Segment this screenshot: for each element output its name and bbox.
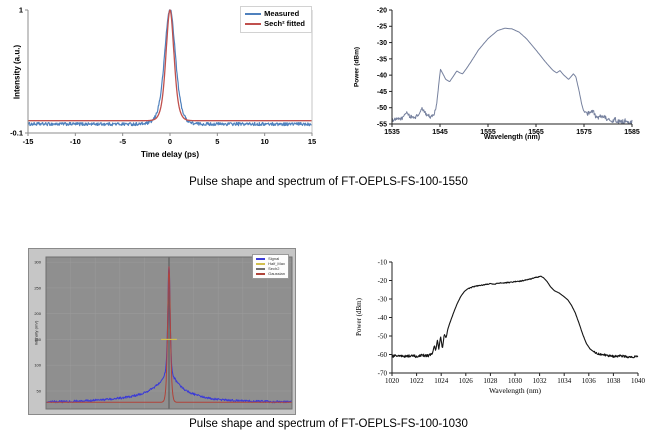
halfmax-line-swatch xyxy=(256,263,266,265)
pulse-1030-plot: 300 250 200 150 100 50 xyxy=(29,249,295,414)
caption-1550: Pulse shape and spectrum of FT-OEPLS-FS-… xyxy=(189,176,468,188)
legend-item-sech-fitted: Sech² fitted xyxy=(245,19,305,29)
svg-text:1032: 1032 xyxy=(533,377,548,385)
svg-text:-30: -30 xyxy=(378,295,388,303)
svg-text:-15: -15 xyxy=(23,137,34,146)
svg-text:1036: 1036 xyxy=(582,377,597,385)
legend-label: Signal xyxy=(268,256,280,261)
svg-text:1040: 1040 xyxy=(631,377,646,385)
svg-text:300: 300 xyxy=(34,260,41,265)
svg-text:1022: 1022 xyxy=(410,377,425,385)
signal-line-swatch xyxy=(256,258,266,260)
gaussian-line-swatch xyxy=(256,273,266,275)
svg-text:-55: -55 xyxy=(377,121,387,128)
legend: Signal Half_Max Sech2 Gaussian xyxy=(252,254,289,279)
legend: Measured Sech² fitted xyxy=(240,6,312,33)
legend-label: Gaussian xyxy=(268,271,285,276)
legend-item-halfmax: Half_Max xyxy=(256,262,285,266)
sech2-line-swatch xyxy=(256,268,266,270)
svg-text:-5: -5 xyxy=(119,137,126,146)
legend-label: Sech² fitted xyxy=(264,19,305,29)
svg-text:1028: 1028 xyxy=(483,377,498,385)
sech-fitted-line-swatch xyxy=(245,23,262,26)
legend-item-signal: Signal xyxy=(256,257,285,261)
svg-text:-50: -50 xyxy=(377,105,387,112)
legend-item-sech2: Sech2 xyxy=(256,267,285,271)
svg-text:50: 50 xyxy=(37,388,42,393)
svg-text:10: 10 xyxy=(260,137,268,146)
svg-text:0: 0 xyxy=(168,137,172,146)
svg-text:5: 5 xyxy=(215,137,219,146)
svg-text:-30: -30 xyxy=(377,40,387,47)
y-axis-label: Power (dBm) xyxy=(353,46,361,88)
svg-text:-50: -50 xyxy=(378,332,388,340)
caption-1030: Pulse shape and spectrum of FT-OEPLS-FS-… xyxy=(189,418,468,430)
svg-text:-40: -40 xyxy=(378,314,388,322)
svg-text:1585: 1585 xyxy=(624,129,640,136)
spectrum-chart-1030: 1020 1022 1024 1026 1028 1030 1032 1034 1036 1038… xyxy=(352,250,650,410)
svg-text:250: 250 xyxy=(34,285,41,290)
svg-text:15: 15 xyxy=(308,137,316,146)
y-axis-label: Intensity (mV) xyxy=(33,320,39,346)
svg-text:1034: 1034 xyxy=(557,377,572,385)
svg-text:1565: 1565 xyxy=(528,129,544,136)
legend-item-measured: Measured xyxy=(245,9,305,18)
svg-text:150: 150 xyxy=(34,337,41,342)
svg-text:1030: 1030 xyxy=(508,377,523,385)
svg-text:-35: -35 xyxy=(377,56,387,63)
svg-text:-10: -10 xyxy=(378,258,388,266)
svg-text:1575: 1575 xyxy=(576,129,592,136)
x-axis-label: Time delay (ps) xyxy=(140,150,200,159)
x-axis-label: Wavelength (nm) xyxy=(488,386,542,395)
svg-text:-25: -25 xyxy=(377,24,387,31)
pulse-shape-chart-1550: -15 -10 -5 0 5 10 15 1 -0.1 Intensity (a.u.) Tim… xyxy=(8,0,320,172)
svg-text:1545: 1545 xyxy=(432,129,448,136)
svg-text:100: 100 xyxy=(34,363,41,368)
svg-text:-20: -20 xyxy=(378,277,388,285)
svg-text:-10: -10 xyxy=(70,137,81,146)
measured-line-swatch xyxy=(245,13,262,16)
pulse-1550-plot: -15 -10 -5 0 5 10 15 1 -0.1 xyxy=(8,0,320,172)
legend-label: Measured xyxy=(264,9,300,18)
svg-text:200: 200 xyxy=(34,311,41,316)
spectrum-1550-plot: 1535 1545 1555 1565 1575 1585 -20 -25 -30 -35 -40 -… xyxy=(350,0,650,152)
svg-text:1555: 1555 xyxy=(480,129,496,136)
pulse-shape-chart-1030: 300 250 200 150 100 50 Intensity (mV) Signal … xyxy=(28,248,296,415)
legend-label: Sech2 xyxy=(268,266,280,271)
svg-text:1535: 1535 xyxy=(384,129,400,136)
legend-item-gaussian: Gaussian xyxy=(256,272,285,276)
spectrum-1030-plot: 1020 1022 1024 1026 1028 1030 1032 1034 1036 1038… xyxy=(352,250,650,410)
x-axis-label: Wavelength (nm) xyxy=(483,134,541,141)
legend-label: Half_Max xyxy=(268,261,285,266)
svg-text:1026: 1026 xyxy=(459,377,474,385)
svg-text:-45: -45 xyxy=(377,89,387,96)
svg-text:-60: -60 xyxy=(378,351,388,359)
spectrum-chart-1550: 1535 1545 1555 1565 1575 1585 -20 -25 -30 -35 -40 -… xyxy=(350,0,650,152)
svg-text:-70: -70 xyxy=(378,369,388,377)
y-axis-label: Intensity (a.u.) xyxy=(12,44,22,100)
svg-text:1024: 1024 xyxy=(434,377,449,385)
svg-text:-40: -40 xyxy=(377,73,387,80)
y-axis-label: Power (dBm) xyxy=(355,298,363,336)
svg-text:-0.1: -0.1 xyxy=(10,129,23,138)
svg-text:1020: 1020 xyxy=(385,377,400,385)
svg-text:1038: 1038 xyxy=(606,377,621,385)
svg-text:1: 1 xyxy=(19,6,23,15)
svg-text:-20: -20 xyxy=(377,7,387,14)
